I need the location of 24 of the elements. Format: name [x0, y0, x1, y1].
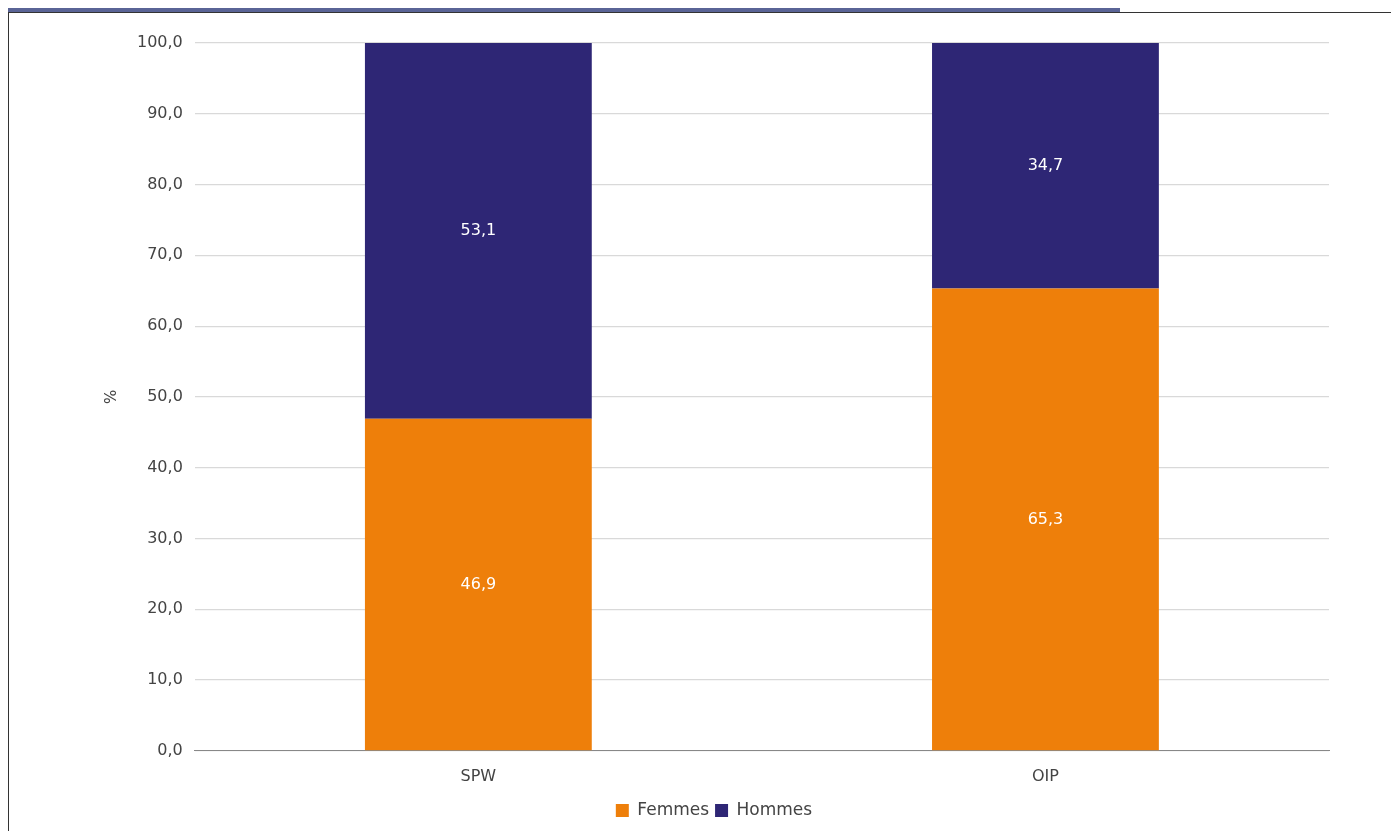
y-tick-label: 40,0	[147, 456, 183, 476]
y-tick-label: 90,0	[147, 102, 183, 122]
data-label: 53,1	[460, 220, 497, 240]
x-tick-label: SPW	[460, 765, 497, 785]
y-tick-label: 100,0	[136, 32, 183, 52]
data-label: 34,7	[1027, 154, 1064, 174]
y-tick-label: 60,0	[147, 315, 183, 335]
y-tick-label: 70,0	[147, 244, 183, 264]
y-tick-label: 80,0	[147, 173, 183, 193]
data-label: 65,3	[1027, 508, 1064, 528]
data-label: 46,9	[460, 573, 497, 593]
bar	[932, 43, 1159, 289]
legend-label: Femmes	[637, 798, 710, 819]
y-tick-label: 20,0	[147, 598, 183, 618]
y-tick-label: 50,0	[147, 386, 183, 406]
legend-label: Hommes	[736, 798, 813, 819]
bar	[364, 43, 592, 419]
y-axis-title: %	[101, 389, 120, 405]
y-tick-label: 30,0	[147, 527, 183, 547]
y-tick-label: 10,0	[147, 669, 183, 689]
x-tick-label: OIP	[1031, 765, 1060, 785]
bar	[932, 288, 1159, 751]
bar	[364, 418, 592, 751]
y-tick-label: 0,0	[157, 739, 183, 759]
